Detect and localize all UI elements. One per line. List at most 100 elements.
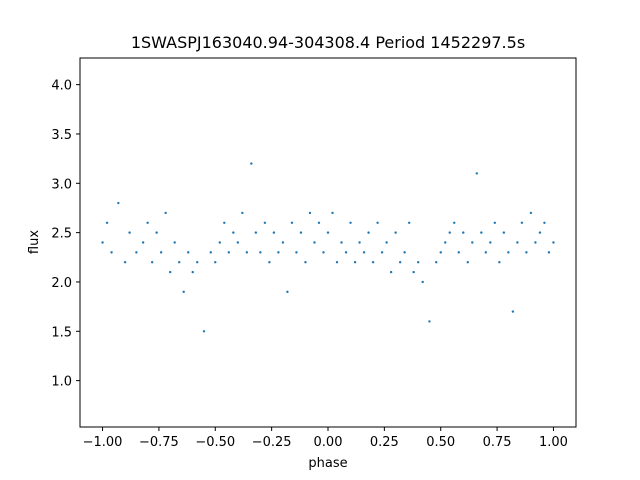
data-point xyxy=(502,231,506,234)
data-point xyxy=(516,241,519,244)
data-point xyxy=(317,221,321,224)
y-tick-label: 4.0 xyxy=(51,79,72,94)
data-point xyxy=(290,221,294,224)
data-point xyxy=(191,270,194,274)
data-point xyxy=(448,231,451,234)
data-point xyxy=(538,231,542,234)
data-point xyxy=(241,211,244,215)
data-point xyxy=(484,251,488,254)
data-point xyxy=(295,251,298,254)
data-point xyxy=(277,251,280,254)
data-point xyxy=(117,201,120,205)
data-point xyxy=(552,241,555,244)
data-point xyxy=(421,280,424,284)
x-axis-title: phase xyxy=(308,456,347,471)
data-point xyxy=(227,251,230,254)
data-point xyxy=(358,241,361,244)
data-point xyxy=(326,231,330,234)
data-point xyxy=(150,261,154,264)
y-tick-label: 3.5 xyxy=(51,128,72,143)
data-point xyxy=(444,241,447,244)
data-point xyxy=(340,241,343,244)
data-points xyxy=(101,162,555,333)
x-tick-label: 0.50 xyxy=(426,435,455,450)
data-point xyxy=(135,251,138,254)
data-point xyxy=(218,241,221,244)
data-point xyxy=(155,231,158,234)
data-point xyxy=(353,261,357,264)
y-tick-label: 2.0 xyxy=(51,276,72,291)
data-point xyxy=(349,221,352,224)
x-tick-label: −1.00 xyxy=(83,435,123,450)
x-tick-label: 0.25 xyxy=(370,435,399,450)
data-point xyxy=(403,251,406,254)
data-point xyxy=(435,261,438,264)
x-tick-label: 0.75 xyxy=(483,435,512,450)
data-point xyxy=(209,251,212,254)
data-point xyxy=(453,221,456,224)
data-point xyxy=(281,241,285,244)
data-point xyxy=(362,251,366,254)
data-point xyxy=(178,261,181,264)
data-point xyxy=(232,231,235,234)
data-point xyxy=(182,290,185,294)
data-point xyxy=(466,261,469,264)
x-tick-label: −0.25 xyxy=(252,435,292,450)
x-tick-label: 1.00 xyxy=(539,435,568,450)
y-tick-label: 3.0 xyxy=(51,177,72,192)
data-point xyxy=(236,241,240,244)
data-point xyxy=(105,221,109,224)
data-point xyxy=(223,221,226,224)
data-point xyxy=(389,270,393,274)
y-axis-ticks: 1.0 1.5 2.0 2.5 3.0 3.5 4.0 xyxy=(51,79,80,390)
data-point xyxy=(245,251,249,254)
data-point xyxy=(159,251,163,254)
data-point xyxy=(471,241,474,244)
y-tick-label: 2.5 xyxy=(51,227,72,242)
data-point xyxy=(335,261,339,264)
data-point xyxy=(520,221,524,224)
data-point xyxy=(141,241,145,244)
data-point xyxy=(398,261,402,264)
data-point xyxy=(428,320,431,323)
y-tick-label: 1.0 xyxy=(51,375,72,390)
data-point xyxy=(416,261,420,264)
data-point xyxy=(507,251,510,254)
data-point xyxy=(128,231,131,234)
data-point xyxy=(168,270,172,274)
data-point xyxy=(385,241,388,244)
data-point xyxy=(272,231,276,234)
y-tick-label: 1.5 xyxy=(51,325,72,340)
plot-area-frame xyxy=(79,57,577,428)
data-point xyxy=(371,261,375,264)
data-point xyxy=(196,261,199,264)
data-point xyxy=(101,241,104,244)
data-point xyxy=(110,251,113,254)
data-point xyxy=(286,290,289,294)
data-point xyxy=(202,330,206,333)
x-axis-ticks: −1.00 −0.75 −0.50 −0.25 0.00 0.25 0.50 0.75 1.00 xyxy=(83,427,568,450)
data-point xyxy=(462,231,465,234)
data-point xyxy=(173,241,176,244)
data-point xyxy=(511,310,515,313)
data-point xyxy=(254,231,258,234)
data-point xyxy=(439,251,442,254)
x-tick-label: −0.50 xyxy=(195,435,235,450)
data-point xyxy=(475,172,478,175)
data-point xyxy=(268,261,271,264)
data-point xyxy=(263,221,267,224)
data-point xyxy=(534,241,537,244)
data-point xyxy=(394,231,397,234)
y-axis-title: flux xyxy=(27,230,42,254)
data-point xyxy=(543,221,546,224)
data-point xyxy=(380,251,384,254)
x-tick-label: 0.00 xyxy=(314,435,343,450)
data-point xyxy=(259,251,262,254)
x-tick-label: −0.75 xyxy=(139,435,179,450)
data-point xyxy=(123,261,127,264)
data-point xyxy=(407,221,411,224)
data-point xyxy=(344,251,348,254)
data-point xyxy=(367,231,370,234)
data-point xyxy=(489,241,492,244)
